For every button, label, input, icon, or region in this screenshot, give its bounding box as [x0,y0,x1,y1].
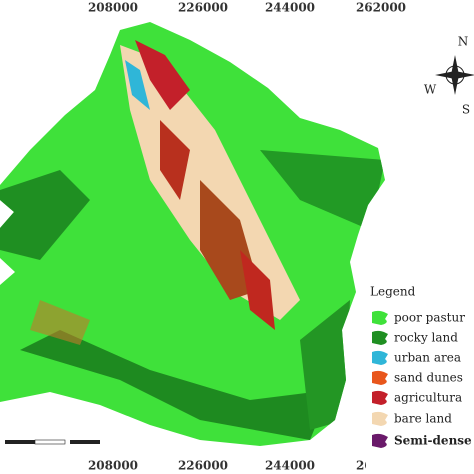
coord-top: 208000 [88,1,138,15]
compass: N S W [424,35,474,117]
legend-swatch [372,310,388,325]
legend-label: poor pastur [394,311,465,325]
coord-top: 244000 [265,1,315,15]
compass-s: S [462,103,470,117]
legend-label: Semi-dense p [394,434,474,448]
legend-label: sand dunes [394,371,463,385]
coord-bottom: 208000 [88,459,138,473]
compass-n: N [458,35,469,49]
legend-swatch [372,433,388,448]
legend-swatch [372,350,388,365]
coordinates: 208000 226000 244000 262000 208000 226000 2440… [88,1,406,473]
coord-top: 226000 [178,1,228,15]
legend-label: rocky land [394,331,458,345]
legend: Legend poor pastur rocky land urban area sa… [366,282,474,474]
legend-swatch [372,390,388,405]
legend-title: Legend [370,285,416,299]
legend-label: agricultura [394,391,462,405]
legend-label: urban area [394,351,461,365]
coord-top: 262000 [356,1,406,15]
compass-w: W [424,83,437,97]
land-cover [0,22,385,446]
legend-swatch [372,370,388,385]
coord-bottom: 244000 [265,459,315,473]
coord-bottom: 226000 [178,459,228,473]
legend-swatch [372,411,388,426]
legend-swatch [372,330,388,345]
legend-label: bare land [394,412,452,426]
scale-bar [5,439,100,445]
